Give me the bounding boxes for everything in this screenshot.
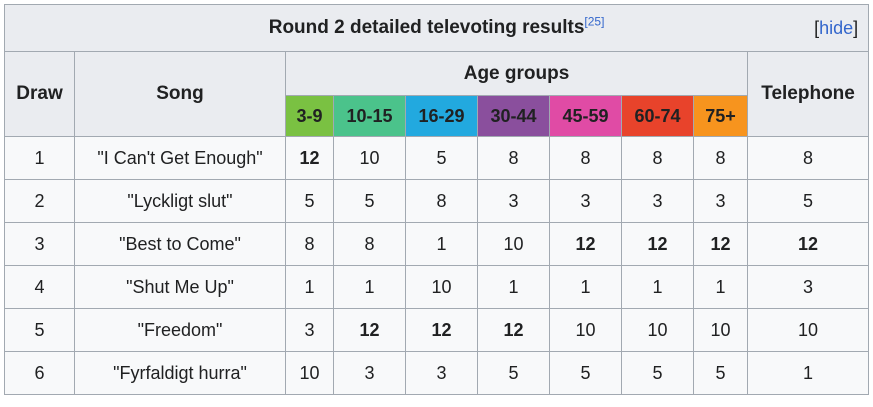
song-cell: "Best to Come" <box>74 222 286 266</box>
draw-cell: 2 <box>4 179 75 223</box>
score-cell: 1 <box>477 265 550 309</box>
table-row: 4 "Shut Me Up" 1 1 10 1 1 1 1 3 <box>4 265 870 309</box>
score-cell: 8 <box>621 136 694 180</box>
score-cell: 5 <box>549 351 622 395</box>
score-cell: 3 <box>405 351 478 395</box>
score-cell: 5 <box>693 351 748 395</box>
score-cell: 1 <box>285 265 334 309</box>
age-group-header: 75+ <box>693 95 748 137</box>
score-cell: 5 <box>333 179 406 223</box>
score-cell: 12 <box>285 136 334 180</box>
score-cell: 1 <box>333 265 406 309</box>
score-cell: 1 <box>693 265 748 309</box>
score-cell: 10 <box>333 136 406 180</box>
score-cell: 12 <box>477 308 550 352</box>
score-cell: 8 <box>333 222 406 266</box>
header-telephone: Telephone <box>746 51 870 137</box>
score-cell: 8 <box>477 136 550 180</box>
song-cell: "Lyckligt slut" <box>74 179 286 223</box>
telephone-cell: 1 <box>746 351 870 395</box>
score-cell: 10 <box>285 351 334 395</box>
age-group-header: 16-29 <box>405 95 478 137</box>
score-cell: 12 <box>333 308 406 352</box>
televoting-results-table: Round 2 detailed televoting results[25] … <box>3 4 870 395</box>
score-cell: 10 <box>405 265 478 309</box>
telephone-cell: 8 <box>746 136 870 180</box>
table-caption: Round 2 detailed televoting results[25] … <box>3 4 870 52</box>
score-cell: 10 <box>549 308 622 352</box>
song-cell: "Freedom" <box>74 308 286 352</box>
score-cell: 10 <box>477 222 550 266</box>
score-cell: 3 <box>549 179 622 223</box>
table-row: 3 "Best to Come" 8 8 1 10 12 12 12 12 <box>4 222 870 266</box>
telephone-cell: 5 <box>746 179 870 223</box>
score-cell: 3 <box>477 179 550 223</box>
hide-toggle[interactable]: [hide] <box>814 18 859 38</box>
score-cell: 5 <box>477 351 550 395</box>
score-cell: 8 <box>405 179 478 223</box>
age-group-header: 10-15 <box>333 95 406 137</box>
draw-cell: 3 <box>4 222 75 266</box>
table-row: 5 "Freedom" 3 12 12 12 10 10 10 10 <box>4 308 870 352</box>
draw-cell: 6 <box>4 351 75 395</box>
header-age-groups: Age groups <box>285 51 748 96</box>
table-row: 2 "Lyckligt slut" 5 5 8 3 3 3 3 5 <box>4 179 870 223</box>
score-cell: 3 <box>333 351 406 395</box>
song-cell: "Shut Me Up" <box>74 265 286 309</box>
hide-link[interactable]: hide <box>819 18 854 38</box>
score-cell: 1 <box>621 265 694 309</box>
score-cell: 3 <box>285 308 334 352</box>
age-group-header: 60-74 <box>621 95 694 137</box>
draw-cell: 4 <box>4 265 75 309</box>
score-cell: 8 <box>549 136 622 180</box>
telephone-cell: 10 <box>746 308 870 352</box>
score-cell: 5 <box>621 351 694 395</box>
age-group-header: 30-44 <box>477 95 550 137</box>
score-cell: 3 <box>621 179 694 223</box>
score-cell: 1 <box>549 265 622 309</box>
score-cell: 12 <box>621 222 694 266</box>
score-cell: 8 <box>693 136 748 180</box>
score-cell: 3 <box>693 179 748 223</box>
age-group-header: 45-59 <box>549 95 622 137</box>
draw-cell: 5 <box>4 308 75 352</box>
header-draw: Draw <box>4 51 75 137</box>
score-cell: 10 <box>621 308 694 352</box>
draw-cell: 1 <box>4 136 75 180</box>
table-row: 6 "Fyrfaldigt hurra" 10 3 3 5 5 5 5 1 <box>4 351 870 395</box>
telephone-cell: 3 <box>746 265 870 309</box>
reference-link[interactable]: [25] <box>584 14 605 29</box>
score-cell: 5 <box>405 136 478 180</box>
score-cell: 12 <box>405 308 478 352</box>
score-cell: 5 <box>285 179 334 223</box>
score-cell: 12 <box>549 222 622 266</box>
song-cell: "I Can't Get Enough" <box>74 136 286 180</box>
score-cell: 10 <box>693 308 748 352</box>
table-row: 1 "I Can't Get Enough" 12 10 5 8 8 8 8 8 <box>4 136 870 180</box>
score-cell: 1 <box>405 222 478 266</box>
score-cell: 8 <box>285 222 334 266</box>
song-cell: "Fyrfaldigt hurra" <box>74 351 286 395</box>
score-cell: 12 <box>693 222 748 266</box>
header-song: Song <box>74 51 286 137</box>
caption-title: Round 2 detailed televoting results[25] <box>268 14 605 38</box>
age-group-header: 3-9 <box>285 95 334 137</box>
telephone-cell: 12 <box>746 222 870 266</box>
